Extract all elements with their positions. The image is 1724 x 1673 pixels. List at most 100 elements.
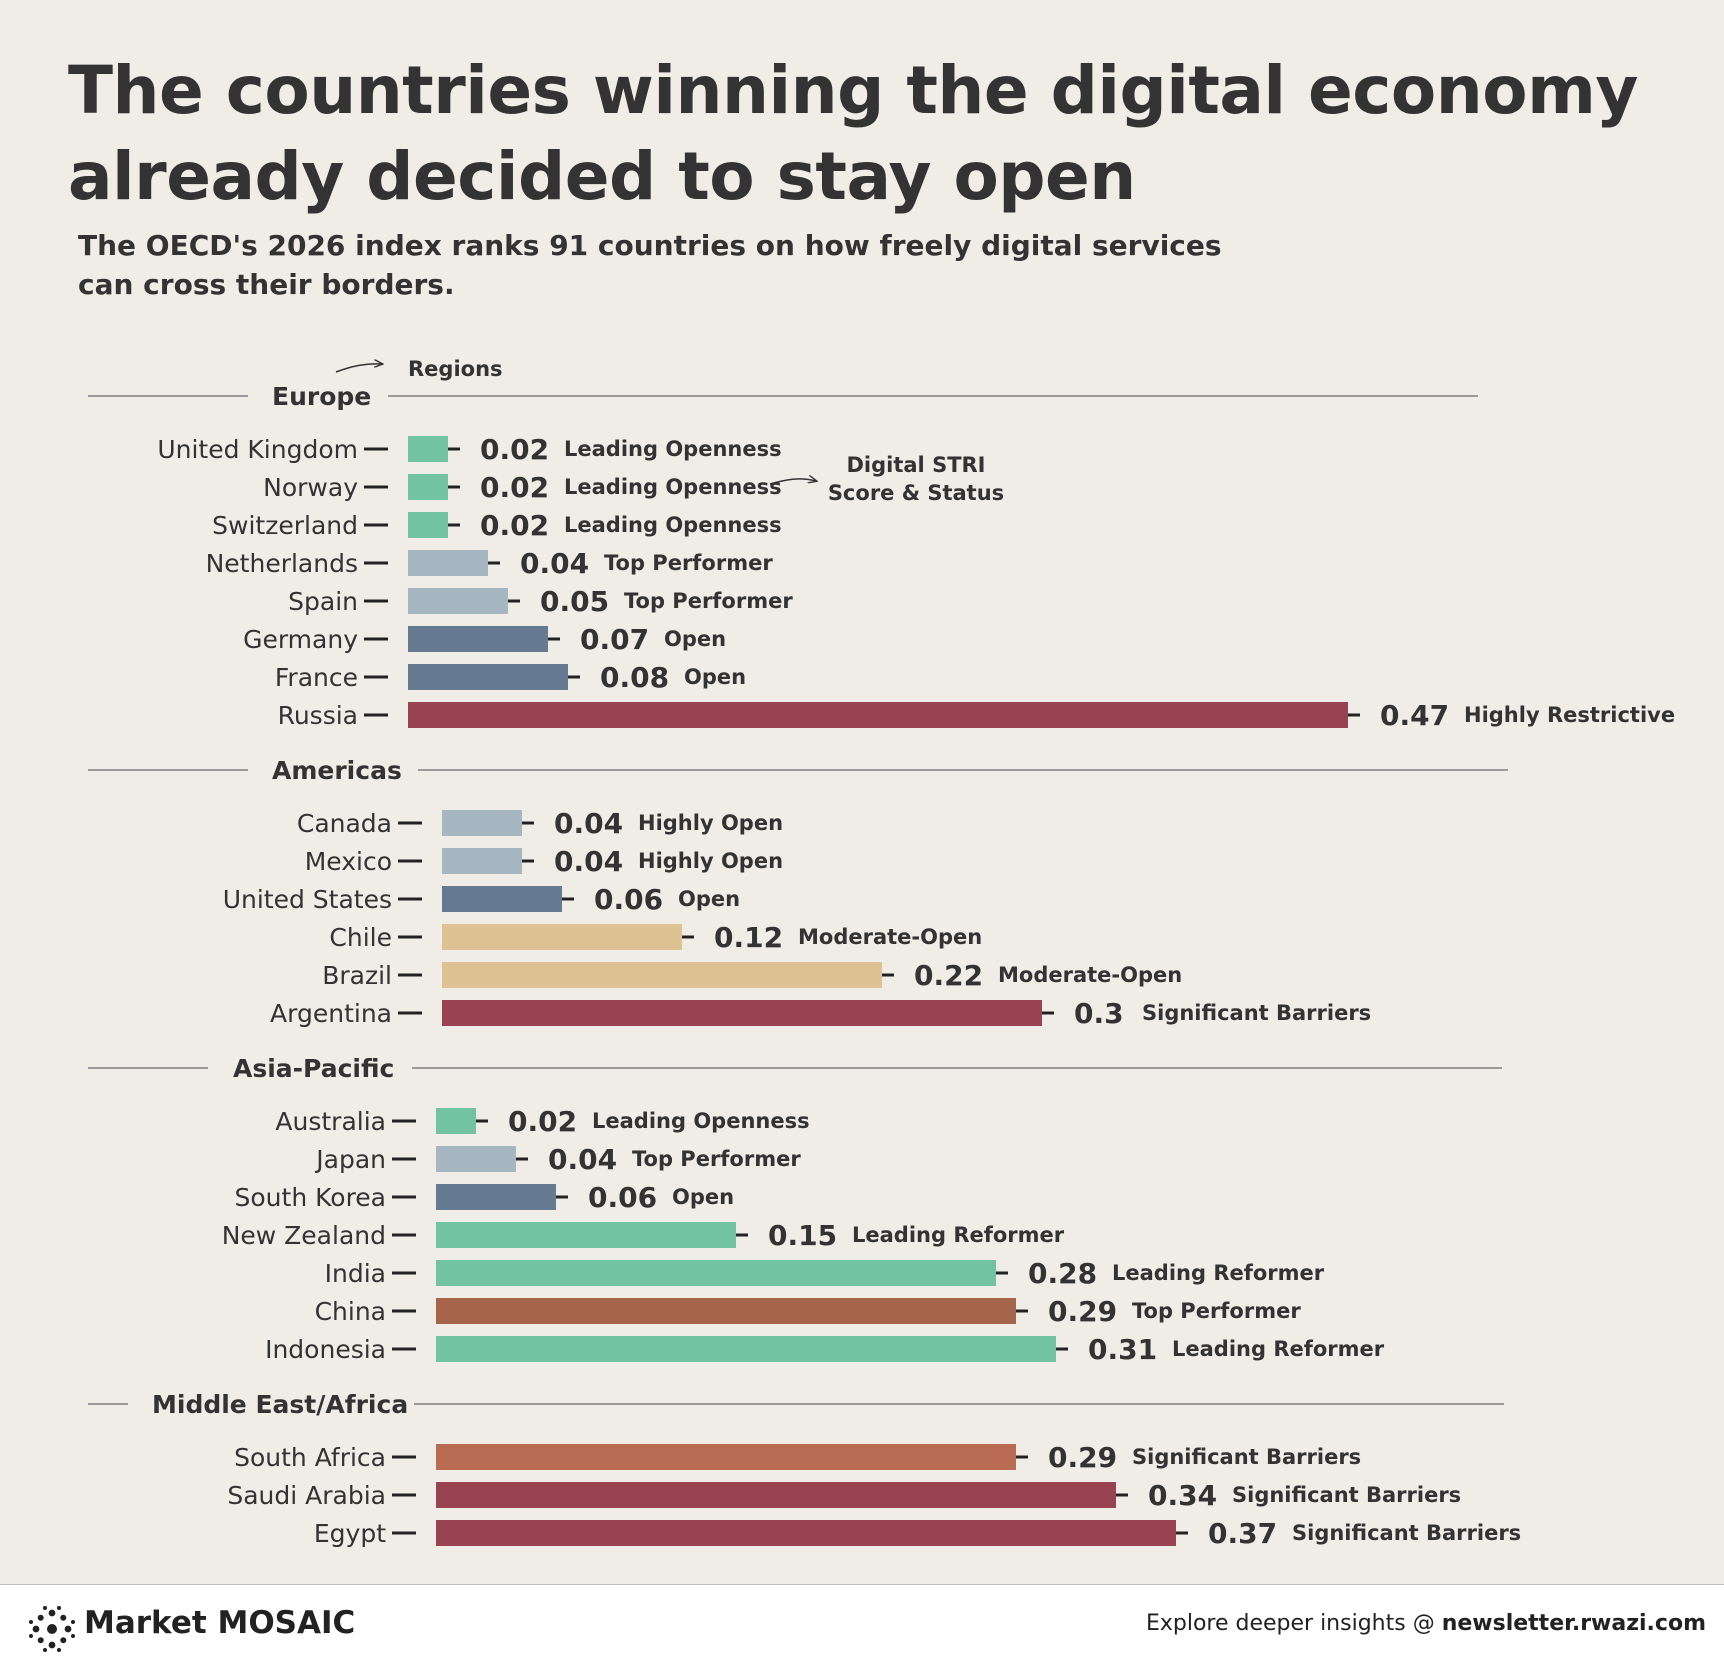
country-label-south-africa: South Africa [234, 1443, 386, 1472]
status-label-australia: Leading Openness [592, 1109, 810, 1133]
bar-saudi-arabia [436, 1482, 1116, 1508]
bar-chile [442, 924, 682, 950]
status-label-germany: Open [664, 627, 726, 651]
bar-mexico [442, 848, 522, 874]
bar-china [436, 1298, 1016, 1324]
status-label-indonesia: Leading Reformer [1172, 1337, 1385, 1361]
status-label-south-africa: Significant Barriers [1132, 1445, 1361, 1469]
country-label-argentina: Argentina [270, 999, 392, 1028]
value-label-canada: 0.04 [554, 807, 623, 840]
status-label-saudi-arabia: Significant Barriers [1232, 1483, 1461, 1507]
value-label-japan: 0.04 [548, 1143, 617, 1176]
region-header-americas: Americas [272, 756, 402, 785]
status-label-spain: Top Performer [624, 589, 793, 613]
value-label-australia: 0.02 [508, 1105, 577, 1138]
country-label-china: China [315, 1297, 386, 1326]
value-label-norway: 0.02 [480, 471, 549, 504]
cta-text: Explore deeper insights @ newsletter.rwa… [1146, 1611, 1706, 1636]
value-label-netherlands: 0.04 [520, 547, 589, 580]
country-label-spain: Spain [288, 587, 358, 616]
bar-indonesia [436, 1336, 1056, 1362]
country-label-saudi-arabia: Saudi Arabia [227, 1481, 386, 1510]
country-label-united-states: United States [223, 885, 392, 914]
status-label-china: Top Performer [1132, 1299, 1301, 1323]
score-status-annotation-line2: Score & Status [828, 481, 1004, 505]
value-label-chile: 0.12 [714, 921, 783, 954]
status-label-canada: Highly Open [638, 811, 783, 835]
bar-norway [408, 474, 448, 500]
bar-new-zealand [436, 1222, 736, 1248]
bar-switzerland [408, 512, 448, 538]
status-label-united-kingdom: Leading Openness [564, 437, 782, 461]
bar-germany [408, 626, 548, 652]
status-label-new-zealand: Leading Reformer [852, 1223, 1065, 1247]
country-label-germany: Germany [243, 625, 358, 654]
country-label-united-kingdom: United Kingdom [157, 435, 358, 464]
page-title: The countries winning the digital econom… [68, 52, 1638, 215]
country-label-australia: Australia [275, 1107, 386, 1136]
bar-japan [436, 1146, 516, 1172]
country-label-chile: Chile [329, 923, 392, 952]
bar-australia [436, 1108, 476, 1134]
status-label-mexico: Highly Open [638, 849, 783, 873]
country-label-india: India [325, 1259, 386, 1288]
bar-south-korea [436, 1184, 556, 1210]
brand-name: Market MOSAIC [84, 1605, 356, 1641]
value-label-mexico: 0.04 [554, 845, 623, 878]
bar-russia [408, 702, 1348, 728]
value-label-south-korea: 0.06 [588, 1181, 657, 1214]
status-label-norway: Leading Openness [564, 475, 782, 499]
bar-united-kingdom [408, 436, 448, 462]
bar-canada [442, 810, 522, 836]
value-label-saudi-arabia: 0.34 [1148, 1479, 1217, 1512]
country-label-switzerland: Switzerland [212, 511, 358, 540]
newsletter-link[interactable]: newsletter.rwazi.com [1441, 1611, 1706, 1636]
country-label-egypt: Egypt [314, 1519, 386, 1548]
status-label-netherlands: Top Performer [604, 551, 773, 575]
value-label-argentina: 0.3 [1074, 997, 1124, 1030]
bar-india [436, 1260, 996, 1286]
bar-united-states [442, 886, 562, 912]
value-label-new-zealand: 0.15 [768, 1219, 837, 1252]
stri-bar-chart: Regions Digital STRI Score & Status Euro… [88, 357, 1675, 1550]
value-label-switzerland: 0.02 [480, 509, 549, 542]
value-label-south-africa: 0.29 [1048, 1441, 1117, 1474]
bar-brazil [442, 962, 882, 988]
region-header-europe: Europe [272, 382, 371, 411]
mosaic-logo-icon [29, 1606, 75, 1652]
regions-arrow [335, 364, 382, 373]
country-label-canada: Canada [297, 809, 392, 838]
country-label-russia: Russia [278, 701, 358, 730]
status-label-india: Leading Reformer [1112, 1261, 1325, 1285]
status-label-egypt: Significant Barriers [1292, 1521, 1521, 1545]
country-label-mexico: Mexico [305, 847, 392, 876]
value-label-united-kingdom: 0.02 [480, 433, 549, 466]
country-label-france: France [275, 663, 358, 692]
regions-annotation: Regions [408, 357, 503, 381]
country-label-netherlands: Netherlands [206, 549, 358, 578]
value-label-china: 0.29 [1048, 1295, 1117, 1328]
country-label-japan: Japan [314, 1145, 386, 1174]
value-label-united-states: 0.06 [594, 883, 663, 916]
status-label-united-states: Open [678, 887, 740, 911]
cta-prefix: Explore deeper insights @ [1145, 1611, 1435, 1636]
bar-argentina [442, 1000, 1042, 1026]
country-label-new-zealand: New Zealand [222, 1221, 386, 1250]
country-label-indonesia: Indonesia [265, 1335, 386, 1364]
status-label-russia: Highly Restrictive [1464, 703, 1675, 727]
value-label-spain: 0.05 [540, 585, 609, 618]
bar-spain [408, 588, 508, 614]
bar-netherlands [408, 550, 488, 576]
value-label-egypt: 0.37 [1208, 1517, 1277, 1550]
status-label-switzerland: Leading Openness [564, 513, 782, 537]
bar-south-africa [436, 1444, 1016, 1470]
value-label-indonesia: 0.31 [1088, 1333, 1157, 1366]
status-label-brazil: Moderate-Open [998, 963, 1182, 987]
status-label-argentina: Significant Barriers [1142, 1001, 1371, 1025]
score-status-arrow [769, 479, 816, 485]
value-label-india: 0.28 [1028, 1257, 1097, 1290]
value-label-germany: 0.07 [580, 623, 649, 656]
status-label-south-korea: Open [672, 1185, 734, 1209]
region-header-middle-east-africa: Middle East/Africa [152, 1390, 408, 1419]
value-label-brazil: 0.22 [914, 959, 983, 992]
